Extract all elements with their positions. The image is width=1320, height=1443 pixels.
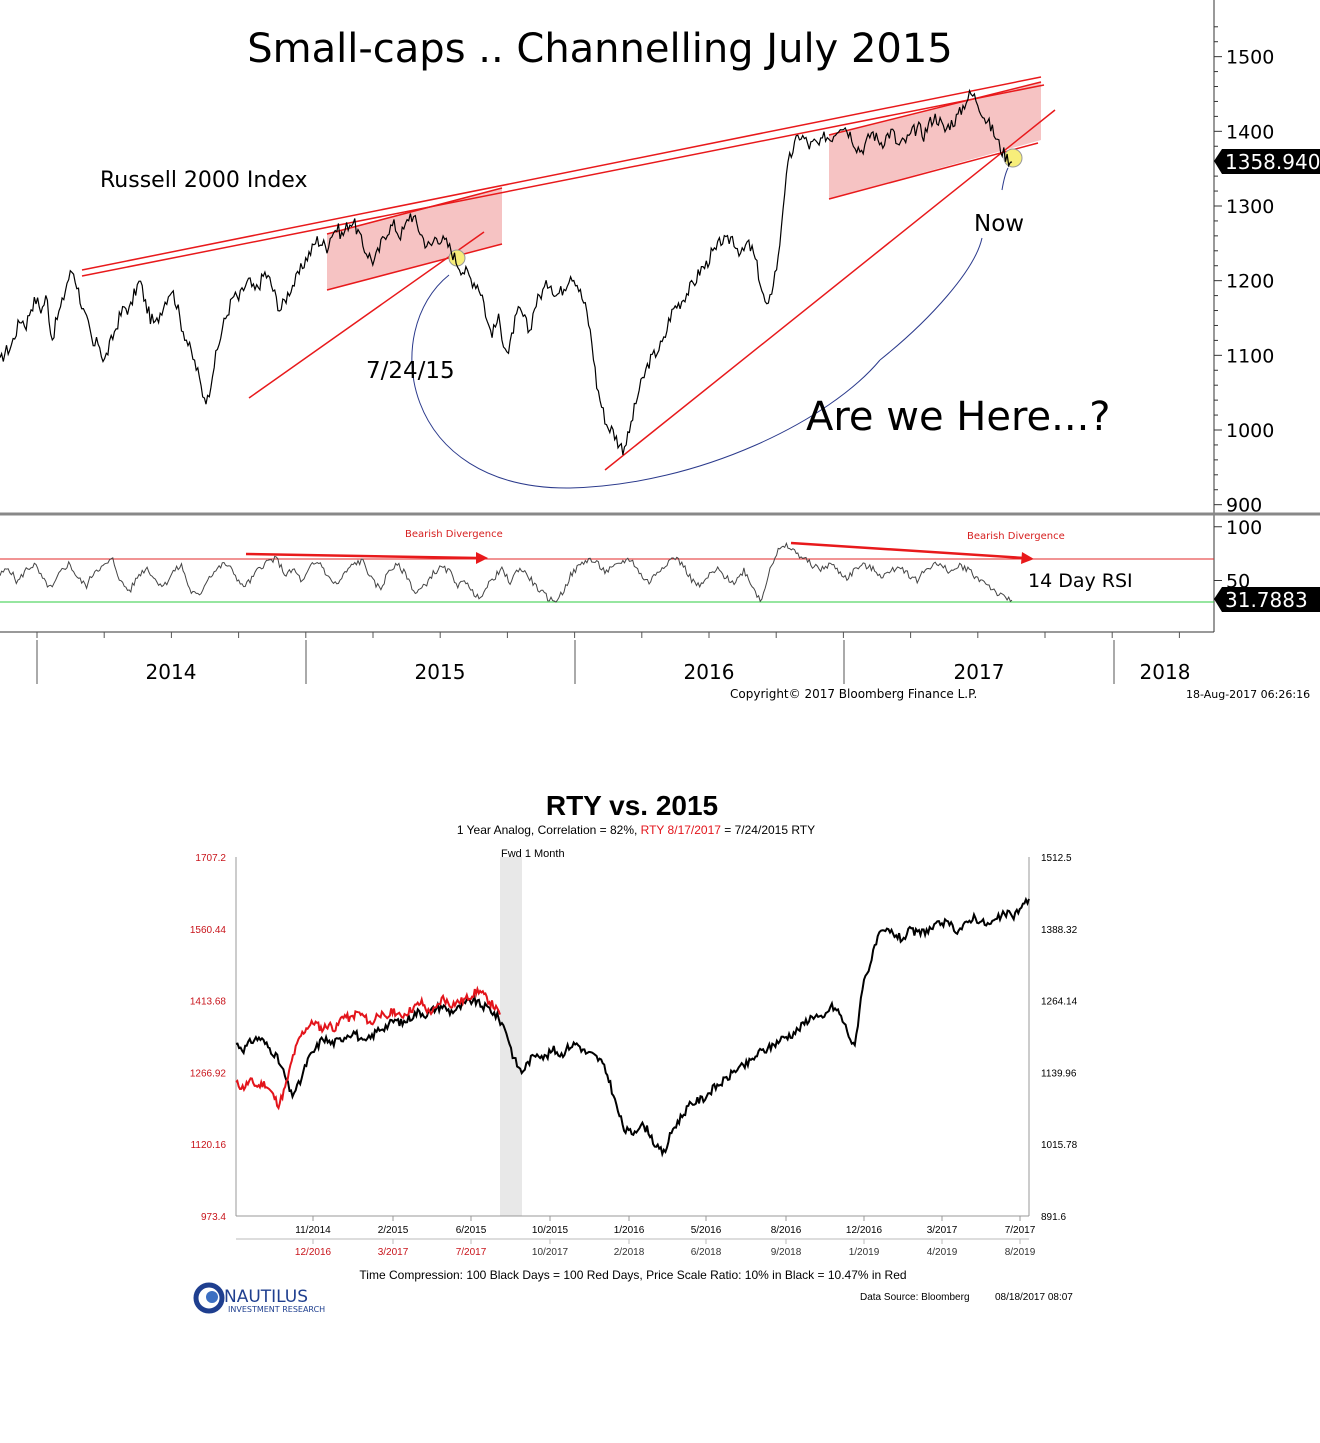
red-xtick-label: 1/2019: [849, 1247, 880, 1258]
black-xtick-label: 2/2015: [378, 1225, 409, 1236]
channel-2015: [327, 188, 502, 290]
nautilus-logo: NAUTILUS INVESTMENT RESEARCH: [193, 1282, 325, 1314]
subtitle-part-2: RTY 8/17/2017: [641, 823, 722, 837]
nautilus-shell-icon: [193, 1282, 225, 1314]
date-annotation: 7/24/15: [366, 358, 455, 384]
arc-left: [411, 274, 881, 489]
bearish-divergence-1: Bearish Divergence: [405, 529, 503, 540]
right-ytick-label: 1512.5: [1041, 853, 1072, 864]
top-ytick-label: 1200: [1226, 271, 1274, 293]
black-xtick-label: 6/2015: [456, 1225, 487, 1236]
now-annotation: Now: [974, 211, 1024, 237]
arc-right: [879, 237, 983, 361]
channel-2017-upper: [828, 81, 1042, 136]
rty-red-analog-line: [235, 985, 501, 1111]
rsi-last-value: 31.7883: [1225, 588, 1308, 612]
red-xtick-label: 6/2018: [691, 1247, 722, 1258]
left-ytick-label: 1560.44: [190, 925, 227, 936]
black-xtick-label: 1/2016: [614, 1225, 645, 1236]
year-label: 2014: [146, 660, 197, 684]
year-label: 2017: [954, 660, 1005, 684]
black-xtick-label: 12/2016: [846, 1225, 883, 1236]
year-label: 2018: [1140, 660, 1191, 684]
top-chart-title: Small-caps .. Channelling July 2015: [247, 26, 952, 72]
rty-black-line: [235, 896, 1030, 1158]
black-xtick-label: 3/2017: [927, 1225, 958, 1236]
red-xtick-label: 12/2016: [295, 1247, 332, 1258]
divergence-arrowhead-2: [1021, 552, 1034, 564]
black-xtick-label: 7/2017: [1005, 1225, 1036, 1236]
red-xtick-label: 3/2017: [378, 1247, 409, 1258]
arc-now: [1001, 167, 1009, 191]
resistance-line-2: [81, 84, 1045, 277]
support-line-2015: [248, 231, 485, 399]
right-ytick-label: 891.6: [1041, 1212, 1066, 1223]
top-ytick-label: 1500: [1226, 47, 1274, 69]
rsi-ytick-label: 100: [1226, 517, 1262, 539]
nautilus-wordmark: NAUTILUS: [224, 1287, 308, 1307]
left-ytick-label: 1266.92: [190, 1068, 227, 1079]
black-xtick-label: 8/2016: [771, 1225, 802, 1236]
copyright: Copyright© 2017 Bloomberg Finance L.P.: [730, 687, 977, 701]
subtitle-part-3: = 7/24/2015 RTY: [721, 823, 815, 837]
top-ytick-label: 1400: [1226, 121, 1274, 143]
rsi-line: [0, 541, 1013, 603]
russell-2000-chart: 900 1000 1100 1200 1300 1400 1500 Small-caps .…: [0, 0, 1320, 701]
top-ytick-label: 1000: [1226, 420, 1274, 442]
left-ytick-label: 1413.68: [190, 997, 227, 1008]
analog-title: RTY vs. 2015: [546, 790, 718, 821]
divergence-arrowhead-1: [476, 552, 488, 564]
black-xtick-label: 10/2015: [532, 1225, 569, 1236]
support-line-2017: [604, 109, 1056, 471]
rsi-last-tag: 31.7883: [1214, 587, 1320, 612]
left-ytick-label: 1120.16: [191, 1140, 227, 1151]
last-price-value: 1358.940: [1225, 150, 1320, 174]
last-price-tag: 1358.940: [1214, 149, 1320, 174]
analog-subtitle: 1 Year Analog, Correlation = 82%, RTY 8/…: [457, 823, 815, 837]
right-ytick-label: 1015.78: [1041, 1140, 1078, 1151]
question-annotation: Are we Here...?: [806, 394, 1111, 440]
top-ytick-label: 1100: [1226, 345, 1274, 367]
right-ytick-label: 1388.32: [1041, 925, 1078, 936]
year-label: 2016: [684, 660, 735, 684]
right-ytick-label: 1264.14: [1041, 997, 1078, 1008]
series-label: Russell 2000 Index: [100, 168, 307, 193]
timestamp-top: 18-Aug-2017 06:26:16: [1186, 688, 1310, 701]
fwd-1-month-band: [500, 857, 522, 1216]
bearish-divergence-2: Bearish Divergence: [967, 531, 1065, 542]
analog-footer: Time Compression: 100 Black Days = 100 R…: [359, 1268, 906, 1282]
year-label: 2015: [415, 660, 466, 684]
channel-2015-lower: [326, 243, 503, 291]
nautilus-sub: INVESTMENT RESEARCH: [228, 1305, 325, 1314]
rty-analog-chart: RTY vs. 2015 1 Year Analog, Correlation …: [190, 790, 1078, 1314]
subtitle-part-1: 1 Year Analog, Correlation = 82%,: [457, 823, 641, 837]
analog-timestamp: 08/18/2017 08:07: [995, 1292, 1073, 1303]
black-xtick-label: 5/2016: [691, 1225, 722, 1236]
right-ytick-label: 1139.96: [1041, 1068, 1077, 1079]
top-ytick-label: 1300: [1226, 196, 1274, 218]
channel-2017: [829, 82, 1041, 199]
data-source: Data Source: Bloomberg: [860, 1292, 970, 1303]
red-xtick-label: 8/2019: [1005, 1247, 1036, 1258]
red-xtick-label: 9/2018: [771, 1247, 802, 1258]
left-ytick-label: 1707.2: [195, 853, 226, 864]
red-xtick-label: 10/2017: [532, 1247, 569, 1258]
resistance-line-1: [81, 76, 1042, 271]
top-ytick-label: 900: [1226, 495, 1262, 517]
red-xtick-label: 7/2017: [456, 1247, 487, 1258]
divergence-arrow-2: [790, 541, 1025, 560]
russell-2000-price-line: [0, 88, 1013, 456]
divergence-arrow-1: [245, 552, 479, 560]
red-xtick-label: 4/2019: [927, 1247, 958, 1258]
left-ytick-label: 973.4: [201, 1212, 226, 1223]
black-xtick-label: 11/2014: [295, 1225, 331, 1236]
red-xtick-label: 2/2018: [614, 1247, 645, 1258]
rsi-label: 14 Day RSI: [1028, 570, 1133, 592]
fwd-1-month-label: Fwd 1 Month: [501, 848, 565, 860]
